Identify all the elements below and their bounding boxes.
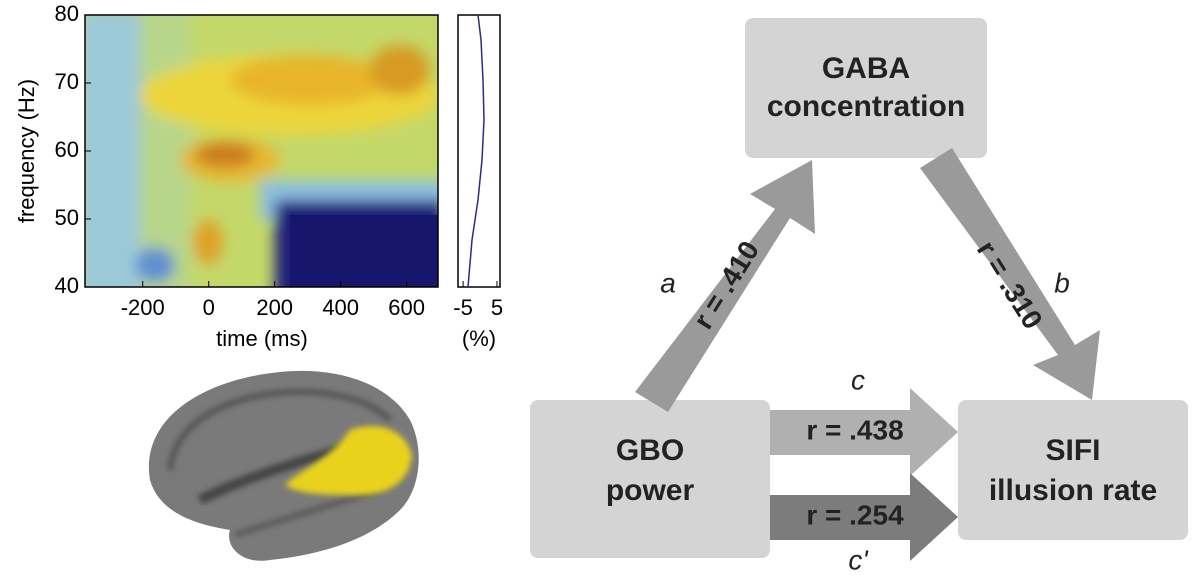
x-tick-label: 400 [322,295,359,320]
node-label: power [606,474,695,507]
node-label: GABA [822,52,910,85]
edge-label: r = .410 [687,235,765,334]
node-label: GBO [616,434,684,467]
edge-label: r = .254 [806,499,904,530]
node-box [958,400,1188,540]
node-label: concentration [767,90,965,123]
x-tick-label: 0 [203,295,215,320]
heatmap [80,10,450,300]
y-tick-label: 80 [55,1,79,26]
x-tick-label: 5 [491,295,503,320]
node-box [745,18,987,158]
y-tick-label: 70 [55,69,79,94]
node-label: illusion rate [989,474,1157,507]
x-tick-label: -5 [453,295,473,320]
y-tick-label: 40 [55,273,79,298]
edge-label: r = .438 [806,414,903,445]
x-tick-label: -200 [121,295,165,320]
edge-letter: a [660,267,676,298]
edge-letter: c' [848,544,869,575]
figure: time (ms) frequency (Hz) (%) GABA concen… [0,0,1192,576]
profile-frame [458,15,500,287]
y-tick-label: 60 [55,137,79,162]
node-label: SIFI [1045,434,1100,467]
profile-axis-label: (%) [462,326,496,351]
edge-letter: c [851,364,865,395]
y-tick-label: 50 [55,205,79,230]
x-tick-label: 600 [388,295,425,320]
x-tick-label: 200 [256,295,293,320]
brain-image [149,371,419,561]
y-axis-label: frequency (Hz) [14,79,39,223]
x-axis-label: time (ms) [216,326,308,351]
edge-letter: b [1054,267,1070,298]
